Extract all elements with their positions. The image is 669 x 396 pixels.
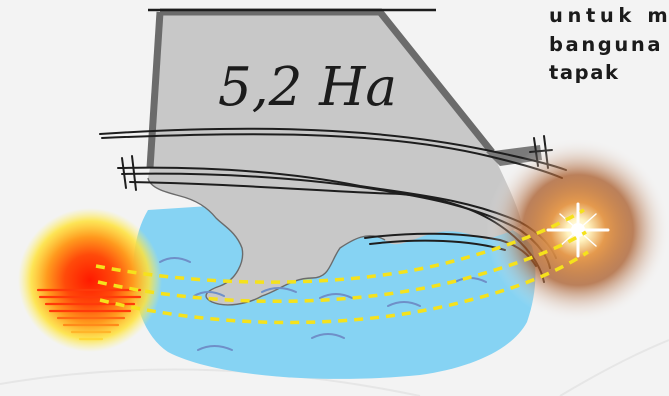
caption-text: untuk m banguna tapak [549,2,669,88]
background-curves [0,339,669,396]
area-label: 5,2 Ha [218,57,397,118]
sunset-icon [18,208,162,352]
caption-line-1: untuk m [549,4,669,27]
site-parcel [146,8,522,306]
water-body [133,200,536,379]
sun-path [95,208,589,325]
sunrise-icon [486,138,669,322]
caption-line-3: tapak [549,61,620,85]
wave-icon [159,257,487,351]
caption-line-2: banguna [549,32,664,56]
